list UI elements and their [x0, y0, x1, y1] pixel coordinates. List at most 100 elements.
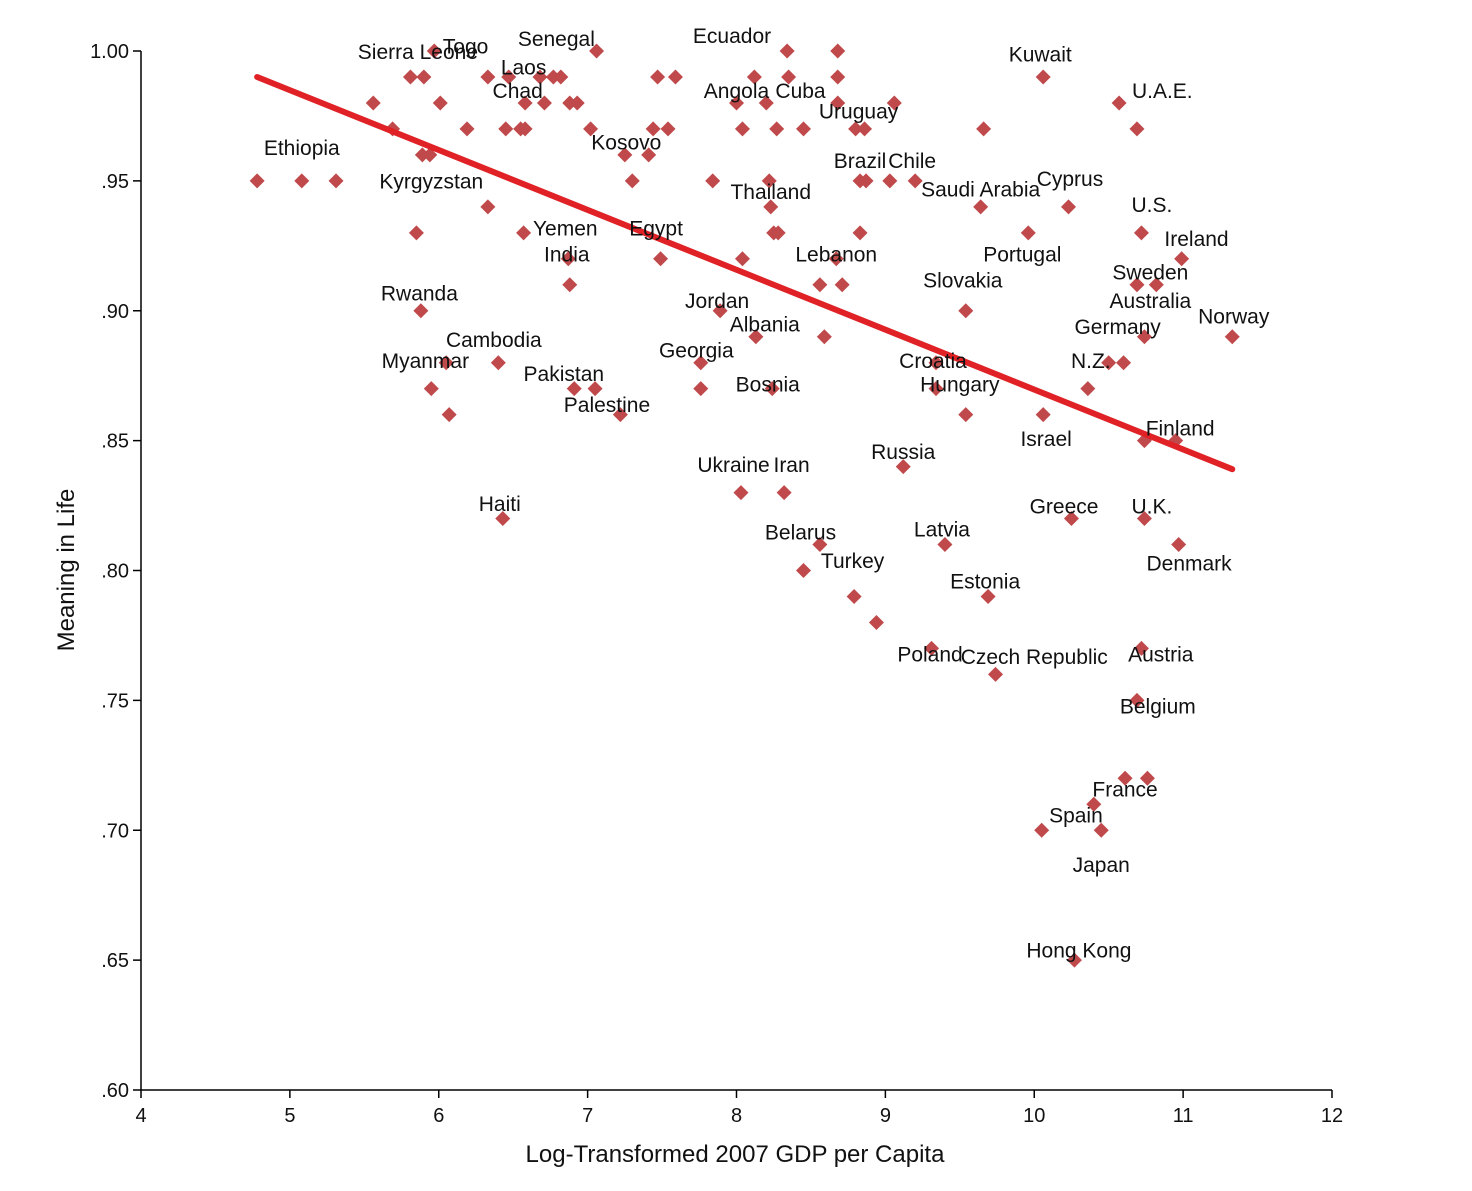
point-label: Hong Kong: [1026, 940, 1131, 963]
x-ticks: 4 5 6 7 8 9 10 11 12: [135, 1090, 1343, 1127]
data-point: [1080, 381, 1096, 397]
point-label: Croatia: [899, 350, 967, 373]
point-label: Czech Republic: [961, 646, 1108, 669]
data-point: [402, 69, 418, 85]
data-point: [249, 173, 265, 189]
data-point: [536, 95, 552, 111]
x-tick-label: 4: [135, 1105, 146, 1127]
point-label: Greece: [1030, 495, 1099, 518]
data-point: [294, 173, 310, 189]
data-point: [830, 95, 846, 111]
data-point: [1136, 329, 1152, 345]
data-point: [828, 251, 844, 267]
data-point: [830, 43, 846, 59]
y-tick-label: .70: [101, 820, 129, 842]
data-point: [641, 147, 657, 163]
data-point: [408, 225, 424, 241]
point-label: France: [1092, 778, 1157, 801]
data-point: [624, 173, 640, 189]
data-point: [795, 121, 811, 137]
y-tick-label: .65: [101, 950, 129, 972]
data-point: [846, 588, 862, 604]
data-point: [928, 381, 944, 397]
point-label: Iran: [773, 454, 809, 477]
data-point: [976, 121, 992, 137]
point-label: Cuba: [775, 80, 826, 103]
data-point: [498, 121, 514, 137]
data-point: [733, 485, 749, 501]
point-label: Haiti: [479, 493, 521, 516]
point-label: Angola: [704, 80, 770, 103]
data-point: [834, 277, 850, 293]
point-label: Austria: [1128, 643, 1194, 666]
data-point: [1136, 511, 1152, 527]
point-label: N.Z.: [1071, 350, 1111, 373]
point-label: Cambodia: [446, 329, 542, 352]
y-tick-label: 1.00: [90, 41, 129, 63]
x-axis-title: Log-Transformed 2007 GDP per Capita: [526, 1141, 946, 1168]
data-point: [816, 329, 832, 345]
data-point: [480, 199, 496, 215]
data-point: [426, 43, 442, 59]
point-label: Brazil: [834, 150, 887, 173]
data-point: [886, 95, 902, 111]
trend-line: [254, 73, 1236, 473]
data-point: [516, 225, 532, 241]
data-point: [1133, 225, 1149, 241]
data-point: [1116, 355, 1132, 371]
data-point: [763, 199, 779, 215]
data-point: [560, 251, 576, 267]
data-points: [249, 43, 1240, 968]
data-point: [660, 121, 676, 137]
x-tick-label: 12: [1321, 1105, 1343, 1127]
data-point: [653, 251, 669, 267]
data-point: [490, 355, 506, 371]
data-point: [1034, 822, 1050, 838]
point-label: U.S.: [1131, 194, 1172, 217]
point-label: Rwanda: [381, 282, 458, 305]
data-point: [795, 563, 811, 578]
data-point: [617, 147, 633, 163]
data-point: [562, 277, 578, 293]
point-label: Pakistan: [524, 363, 605, 386]
data-point: [517, 95, 533, 111]
point-label: Kosovo: [591, 132, 661, 155]
data-point: [583, 121, 599, 137]
point-label: Togo: [443, 36, 489, 59]
data-point: [1148, 277, 1164, 293]
point-label: Estonia: [950, 571, 1020, 594]
point-label: Finland: [1146, 417, 1215, 440]
data-point: [1129, 121, 1145, 137]
data-point: [650, 69, 666, 85]
point-label: Hungary: [920, 373, 1000, 396]
data-point: [848, 121, 864, 137]
point-label: Slovakia: [923, 269, 1003, 292]
data-point: [1086, 796, 1102, 812]
data-point: [693, 355, 709, 371]
y-tick-label: .90: [101, 301, 129, 323]
data-point: [480, 69, 496, 85]
point-label: Thailand: [730, 181, 811, 204]
data-point: [1111, 95, 1127, 111]
data-point: [770, 225, 786, 241]
point-label: Australia: [1110, 290, 1192, 313]
data-point: [980, 588, 996, 604]
x-tick-label: 9: [880, 1105, 891, 1127]
point-label: India: [544, 243, 590, 266]
data-point: [958, 407, 974, 423]
data-point: [1171, 537, 1187, 553]
data-point: [432, 95, 448, 111]
data-point: [1129, 692, 1145, 708]
data-point: [746, 69, 762, 85]
data-point: [734, 121, 750, 137]
point-label: Chad: [493, 80, 543, 103]
data-point: [1101, 355, 1117, 371]
data-point: [868, 614, 884, 630]
point-label: Palestine: [564, 394, 650, 417]
data-point: [587, 381, 603, 397]
point-label: Senegal: [518, 28, 595, 51]
data-point: [365, 95, 381, 111]
data-point: [907, 173, 923, 189]
point-label: Belarus: [765, 521, 836, 544]
data-point: [705, 173, 721, 189]
